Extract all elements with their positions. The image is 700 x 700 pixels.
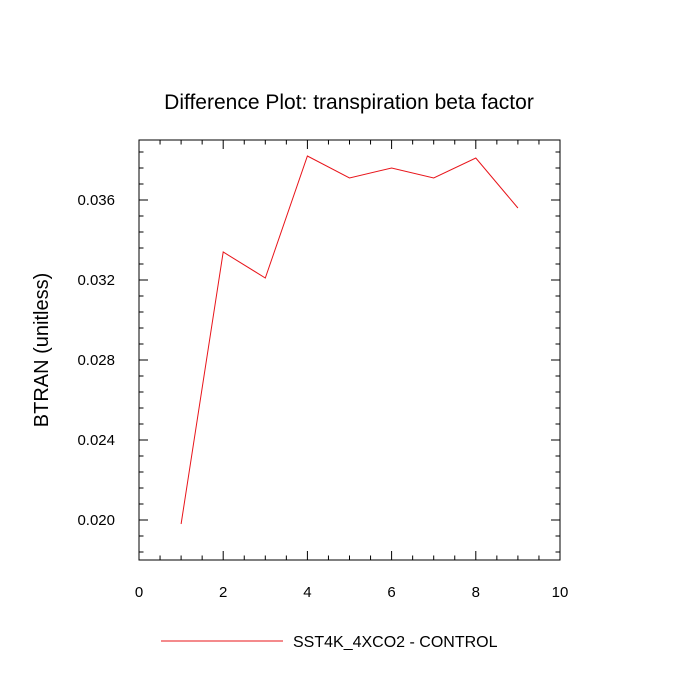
y-tick-label: 0.032 <box>77 272 115 289</box>
x-axis: 0 2 4 6 8 10 <box>135 140 569 601</box>
y-tick-label: 0.024 <box>77 432 115 449</box>
x-tick-label: 10 <box>552 584 569 601</box>
y-tick-label: 0.020 <box>77 512 115 529</box>
chart-title: Difference Plot: transpiration beta fact… <box>164 91 534 114</box>
plot-border <box>138 139 561 561</box>
y-axis: 0.020 0.024 0.028 0.032 0.036 <box>77 151 560 553</box>
series-layer <box>180 155 519 525</box>
y-tick-label: 0.028 <box>77 352 115 369</box>
plot-frame <box>138 139 561 561</box>
series-line <box>180 155 519 525</box>
x-tick-label: 4 <box>303 584 311 601</box>
legend: SST4K_4XCO2 - CONTROL <box>161 634 498 651</box>
legend-label: SST4K_4XCO2 - CONTROL <box>293 634 498 651</box>
x-tick-label: 2 <box>219 584 227 601</box>
y-axis-label: BTRAN (unitless) <box>31 273 53 427</box>
y-tick-label: 0.036 <box>77 192 115 209</box>
x-tick-label: 6 <box>387 584 395 601</box>
x-tick-label: 0 <box>135 584 143 601</box>
x-tick-label: 8 <box>472 584 480 601</box>
